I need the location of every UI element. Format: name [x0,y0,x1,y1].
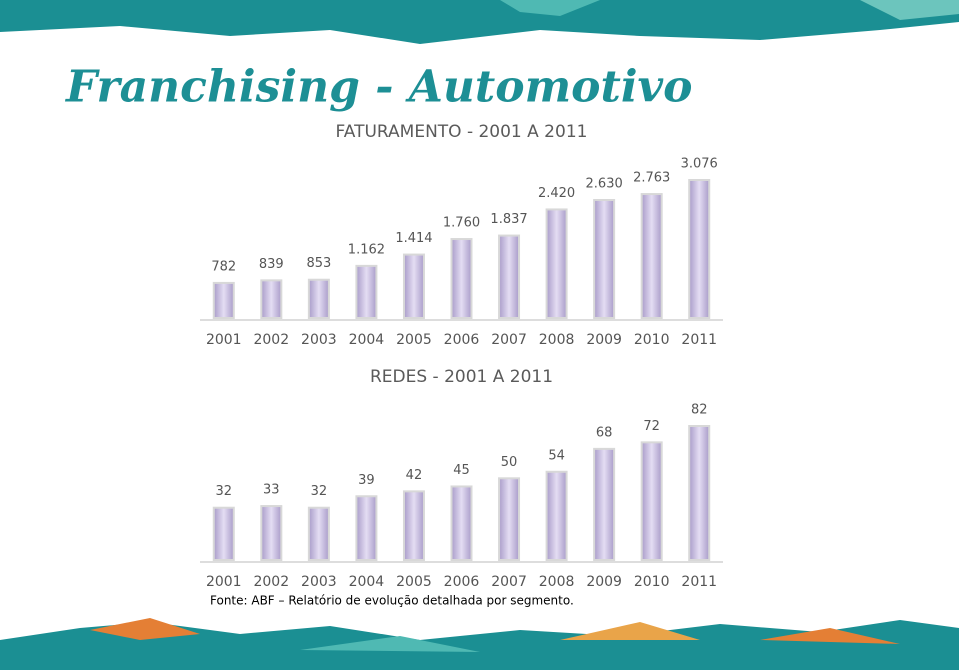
value-label: 32 [215,484,232,499]
bar [402,253,425,319]
value-label: 39 [358,473,375,488]
value-label: 68 [596,425,613,440]
source-note: Fonte: ABF – Relatório de evolução detal… [210,594,574,608]
bar [498,477,521,562]
value-label: 1.162 [348,242,385,257]
value-label: 782 [211,259,236,274]
x-tick-label: 2011 [681,574,717,590]
value-label: 1.414 [395,231,432,246]
x-tick-label: 2011 [681,332,717,348]
bar [593,447,616,561]
x-tick-label: 2008 [539,332,575,348]
x-tick-label: 2005 [396,332,432,348]
value-label: 1.760 [443,216,480,231]
value-label: 32 [311,484,328,499]
bar [402,490,425,561]
x-tick-label: 2007 [491,332,527,348]
x-tick-label: 2009 [586,574,622,590]
top-banner [0,0,959,44]
x-tick-label: 2003 [301,574,337,590]
x-tick-label: 2004 [349,332,385,348]
x-tick-label: 2008 [539,574,575,590]
bar [260,505,283,562]
value-label: 54 [548,448,565,463]
value-label: 42 [406,468,423,483]
chart-title: REDES - 2001 A 2011 [370,367,553,387]
bar [593,199,616,320]
value-label: 839 [259,257,284,272]
x-tick-label: 2009 [586,332,622,348]
bar [640,193,663,320]
bar [688,179,711,319]
bar [450,238,473,319]
x-tick-label: 2001 [206,574,242,590]
value-label: 82 [691,403,708,418]
x-tick-label: 2005 [396,574,432,590]
x-tick-label: 2007 [491,574,527,590]
bar [212,506,235,561]
x-tick-label: 2002 [253,332,289,348]
value-label: 2.630 [586,177,623,192]
x-tick-label: 2010 [634,332,670,348]
bar [307,506,330,561]
x-tick-label: 2006 [444,574,480,590]
x-tick-label: 2001 [206,332,242,348]
value-label: 72 [643,419,660,434]
x-tick-label: 2003 [301,332,337,348]
value-label: 2.763 [633,171,670,186]
x-tick-label: 2006 [444,332,480,348]
slide-title: Franchising - Automotivo [64,62,692,113]
bar [498,234,521,320]
bar [355,264,378,319]
bar [450,485,473,561]
bar [640,441,663,561]
value-label: 1.837 [490,212,527,227]
value-label: 3.076 [681,157,718,172]
bar [545,470,568,562]
x-tick-label: 2004 [349,574,385,590]
bar [545,208,568,320]
bar [307,278,330,320]
x-tick-label: 2010 [634,574,670,590]
value-label: 33 [263,483,280,498]
value-label: 50 [501,455,518,470]
bar [260,279,283,319]
value-label: 853 [306,256,331,271]
bottom-banner [0,618,959,670]
x-tick-label: 2002 [253,574,289,590]
chart-title: FATURAMENTO - 2001 A 2011 [336,122,588,142]
value-label: 2.420 [538,186,575,201]
value-label: 45 [453,463,470,478]
bar [688,425,711,561]
bar [355,495,378,561]
bar [212,281,235,320]
